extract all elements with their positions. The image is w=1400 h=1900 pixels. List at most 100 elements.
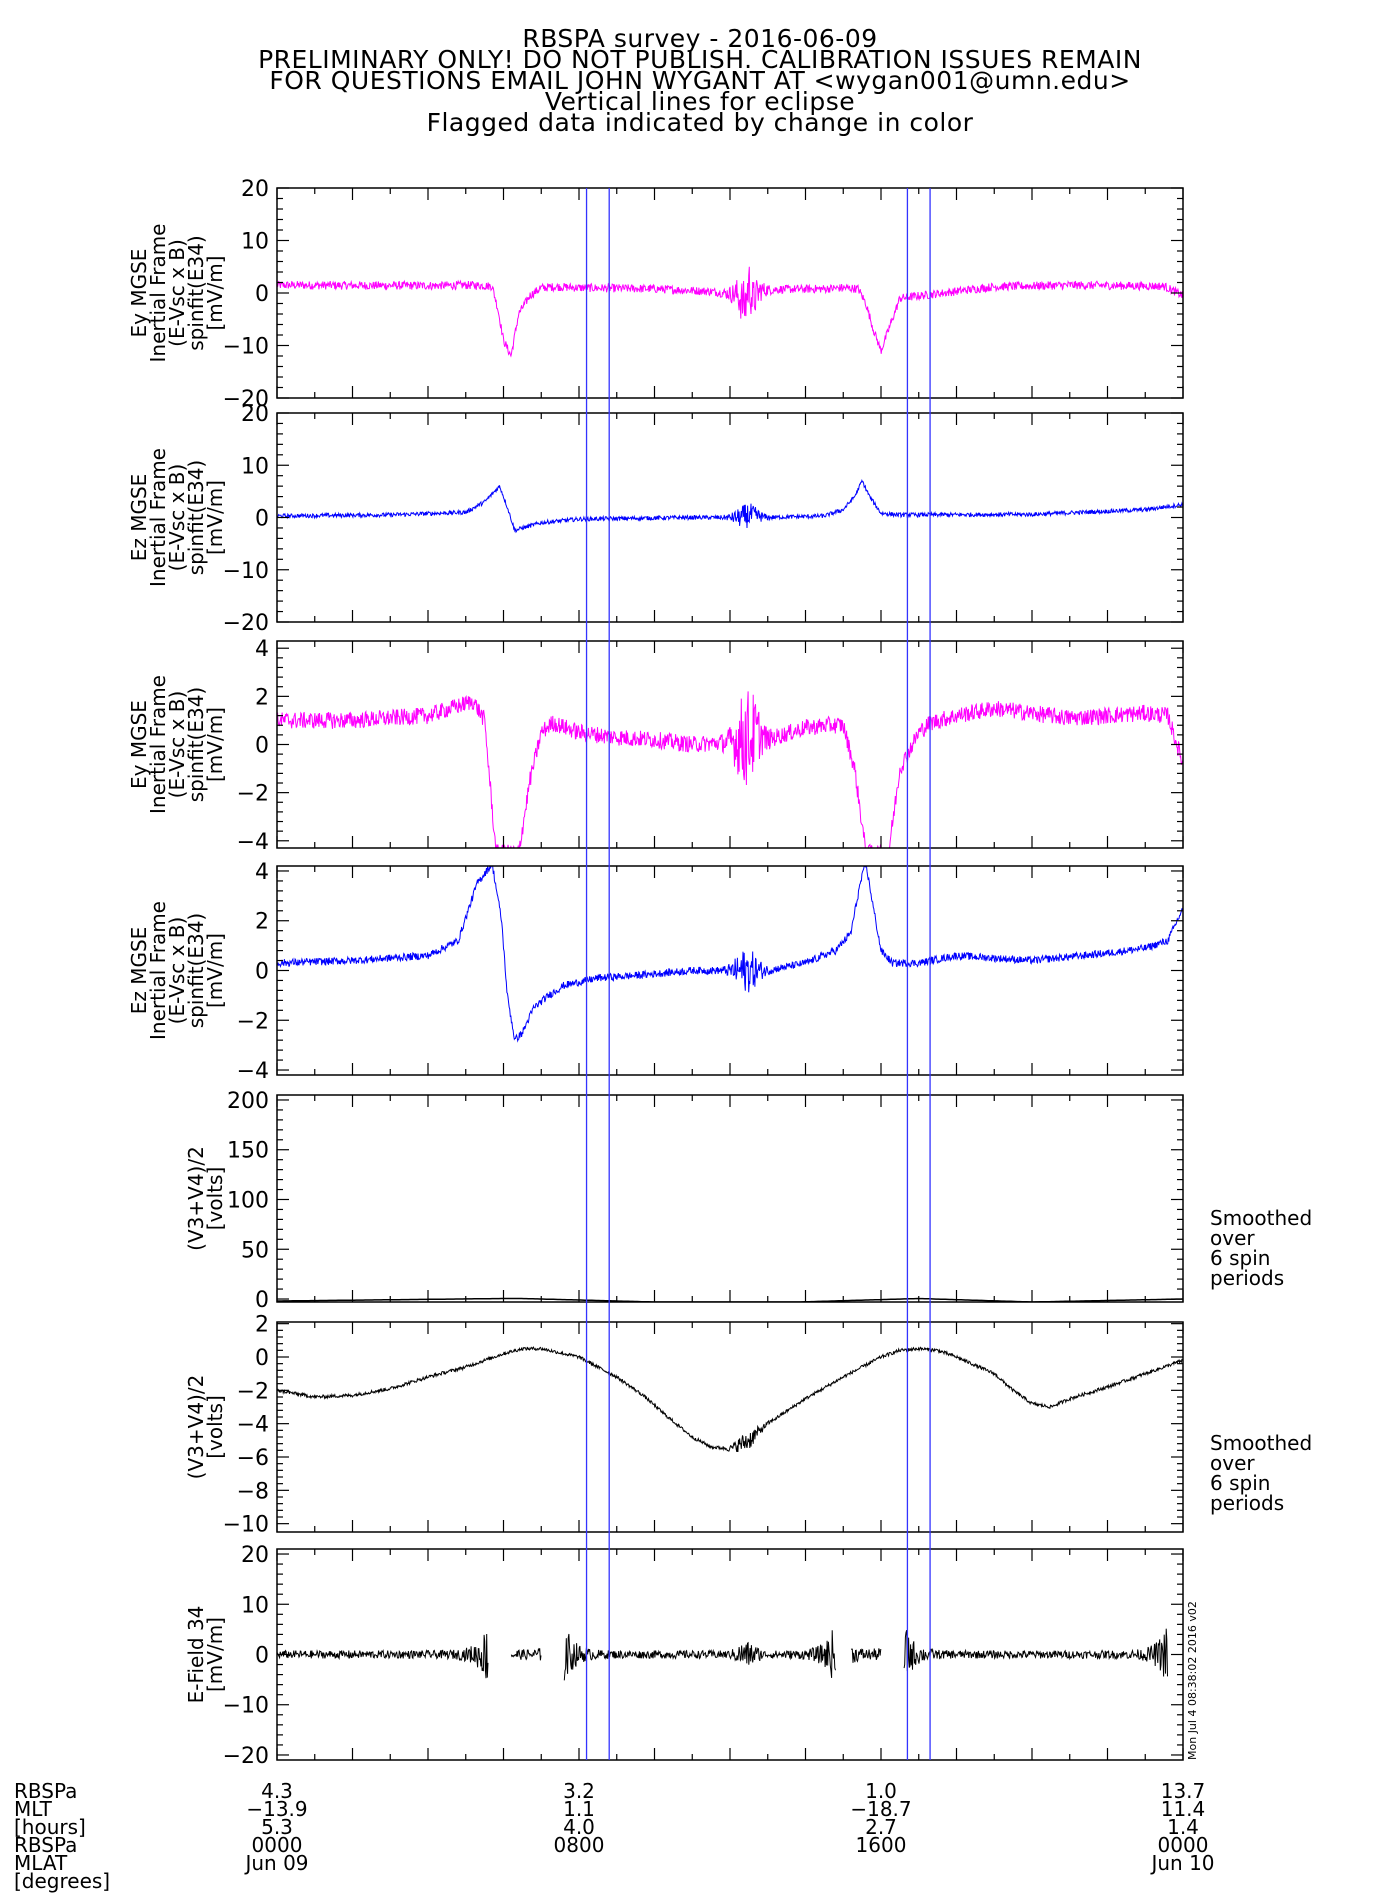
y-tick-label: 2 — [255, 910, 269, 935]
x-row-label: MLT — [14, 1797, 53, 1821]
x-column-value: −18.7 — [850, 1797, 911, 1821]
x-row-label: RBSPa — [14, 1833, 77, 1857]
series-line — [277, 691, 1183, 848]
y-axis-label: Ey MGSE — [127, 700, 151, 789]
y-tick-label: 10 — [241, 454, 269, 479]
y-axis-label: [volts] — [203, 1167, 227, 1231]
y-tick-label: 0 — [255, 960, 269, 985]
smoothing-note: periods — [1210, 1266, 1284, 1290]
header-line-1: RBSPA survey - 2016-06-09 — [522, 24, 878, 53]
y-tick-label: −2 — [237, 1009, 269, 1034]
smoothing-note: Smoothed — [1210, 1431, 1312, 1455]
y-tick-label: −20 — [223, 611, 269, 636]
y-tick-label: 2 — [255, 1313, 269, 1338]
x-column-value: 1.1 — [563, 1797, 595, 1821]
y-axis-label: (E-Vsc x B) — [165, 464, 189, 572]
y-tick-label: −2 — [237, 782, 269, 807]
x-row-label: MLAT — [14, 1851, 68, 1875]
y-axis-label: spinfit(E34) — [184, 687, 208, 802]
y-axis-label: spinfit(E34) — [184, 235, 208, 350]
y-tick-label: 100 — [227, 1188, 269, 1213]
y-axis-label: spinfit(E34) — [184, 913, 208, 1028]
x-column-value: 4.0 — [563, 1815, 595, 1839]
y-axis-label: (V3+V4)/2 — [184, 1375, 208, 1480]
x-column-value: 1.4 — [1167, 1815, 1199, 1839]
y-tick-label: 0 — [255, 1288, 269, 1313]
smoothing-note: over — [1210, 1451, 1255, 1475]
smoothing-note: over — [1210, 1226, 1255, 1250]
y-axis-label: (E-Vsc x B) — [165, 691, 189, 799]
y-axis-label: [mV/m] — [203, 707, 227, 782]
panel-5: 0 50 100 150 200 (V3+V4)/2[volts] Smoothedover… — [184, 1089, 1312, 1313]
smoothing-note: Smoothed — [1210, 1206, 1312, 1230]
x-column-value: −13.9 — [246, 1797, 307, 1821]
x-column-value: 4.3 — [261, 1779, 293, 1803]
y-axis-label: (E-Vsc x B) — [165, 239, 189, 347]
y-tick-label: 50 — [241, 1238, 269, 1263]
y-axis-label: [mV/m] — [203, 256, 227, 331]
y-tick-label: 0 — [255, 1346, 269, 1371]
eclipse-lines — [585, 188, 931, 1760]
y-axis-label: [mV/m] — [203, 480, 227, 555]
smoothing-note: periods — [1210, 1491, 1284, 1515]
y-tick-label: 20 — [241, 1543, 269, 1568]
y-tick-label: −10 — [223, 1513, 269, 1538]
y-axis-label: Inertial Frame — [146, 224, 170, 363]
y-tick-label: −20 — [223, 387, 269, 412]
smoothing-note: 6 spin — [1210, 1471, 1270, 1495]
y-tick-label: −2 — [237, 1379, 269, 1404]
y-tick-label: −10 — [223, 1694, 269, 1719]
y-tick-label: 20 — [241, 402, 269, 427]
y-tick-label: −8 — [237, 1479, 269, 1504]
series-line — [277, 479, 1183, 534]
series-line — [277, 266, 1183, 358]
x-column-value: 11.4 — [1161, 1797, 1206, 1821]
panel-frame — [276, 865, 1184, 1076]
y-axis-label: Inertial Frame — [146, 901, 170, 1040]
y-tick-label: 0 — [255, 734, 269, 759]
y-axis-label: Ez MGSE — [127, 474, 151, 562]
figure-header: RBSPA survey - 2016-06-09 PRELIMINARY ON… — [0, 24, 1400, 137]
y-tick-label: −4 — [237, 1059, 269, 1084]
x-column-value: 0000 — [252, 1833, 303, 1857]
y-tick-label: −10 — [223, 335, 269, 360]
y-axis-label: (V3+V4)/2 — [184, 1146, 208, 1251]
x-row-label: [degrees] — [14, 1869, 110, 1893]
header-line-2: PRELIMINARY ONLY! DO NOT PUBLISH. CALIBR… — [258, 45, 1142, 74]
y-tick-label: 10 — [241, 1593, 269, 1618]
y-axis-label: Ez MGSE — [127, 927, 151, 1015]
header-line-3: FOR QUESTIONS EMAIL JOHN WYGANT AT <wyga… — [269, 66, 1131, 95]
x-column-value: 1600 — [856, 1833, 907, 1857]
y-tick-label: −10 — [223, 559, 269, 584]
x-column-value: Jun 10 — [1149, 1851, 1214, 1875]
series-line — [277, 1628, 1168, 1681]
y-axis-label: Ey MGSE — [127, 249, 151, 338]
smoothing-note: 6 spin — [1210, 1246, 1270, 1270]
y-tick-label: −4 — [237, 830, 269, 855]
x-column-value: 2.7 — [865, 1815, 897, 1839]
y-axis-label: [mV/m] — [203, 1617, 227, 1692]
y-axis-label: Inertial Frame — [146, 448, 170, 587]
series-line — [277, 866, 1183, 1043]
y-axis-label: (E-Vsc x B) — [165, 917, 189, 1025]
header-line-4: Vertical lines for eclipse — [544, 87, 856, 116]
y-tick-label: 0 — [255, 507, 269, 532]
series-line — [277, 1346, 1183, 1453]
x-column-value: 0000 — [1158, 1833, 1209, 1857]
x-column-value: 1.0 — [865, 1779, 897, 1803]
y-axis-label: [volts] — [203, 1395, 227, 1459]
y-tick-label: 4 — [255, 860, 269, 885]
x-column-value: Jun 09 — [243, 1851, 308, 1875]
x-column-value: 0800 — [554, 1833, 605, 1857]
header-line-5: Flagged data indicated by change in colo… — [426, 108, 974, 137]
x-column-value: 13.7 — [1161, 1779, 1206, 1803]
x-axis-annotations: RBSPaMLT[hours]RBSPaMLAT[degrees]4.3−13.… — [14, 1779, 1215, 1893]
panel-frame — [276, 1321, 1184, 1533]
y-tick-label: −20 — [223, 1744, 269, 1769]
y-tick-label: 0 — [255, 1644, 269, 1669]
y-axis-label: E-Field 34 — [184, 1606, 208, 1704]
y-tick-label: 150 — [227, 1139, 269, 1164]
